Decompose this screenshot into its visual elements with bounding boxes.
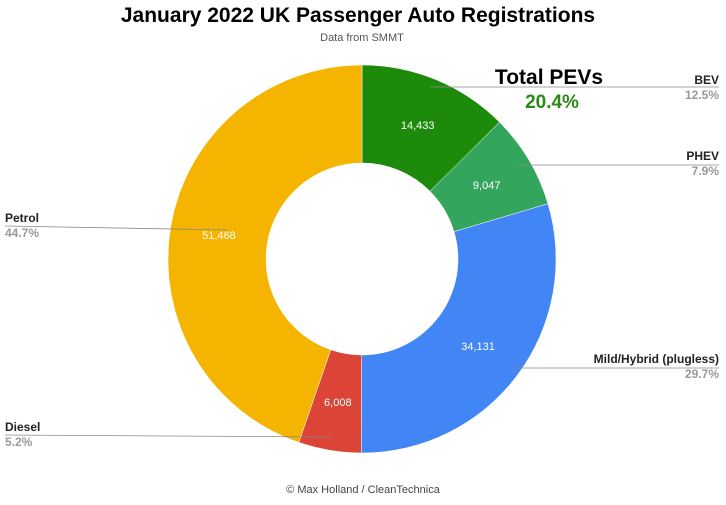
slice-value-label-diesel: 6,008 [324,397,352,409]
slices-group [167,64,557,454]
category-label-petrol: Petrol [5,211,39,225]
category-percent-mild-hybrid-plugless: 29.7% [685,367,719,381]
slice-value-label-bev: 14,433 [401,120,435,132]
leader-lines-group [4,86,719,438]
category-percent-diesel: 5.2% [5,435,33,449]
leader-line-diesel [4,434,332,438]
footer-credit: © Max Holland / CleanTechnica [286,484,441,496]
category-percent-petrol: 44.7% [5,226,39,240]
slice-mild-hybrid-plugless [361,203,557,454]
slice-labels-group: 14,433 9,047 34,131 6,008 51,468 [202,120,500,409]
pev-total-label: Total PEVs [495,66,603,89]
category-label-phev: PHEV [686,149,719,163]
slice-value-label-phev: 9,047 [473,180,501,192]
category-label-bev: BEV [694,73,719,87]
chart-title: January 2022 UK Passenger Auto Registrat… [121,4,595,27]
category-label-diesel: Diesel [5,420,40,434]
slice-value-label-mild-hybrid-plugless: 34,131 [461,341,495,353]
category-label-mild-hybrid-plugless: Mild/Hybrid (plugless) [594,352,719,366]
slice-value-label-petrol: 51,468 [202,230,236,242]
chart-subtitle: Data from SMMT [320,32,404,44]
pev-total-value: 20.4% [525,92,579,113]
leader-line-petrol [4,225,229,231]
category-percent-phev: 7.9% [692,164,720,178]
category-percent-bev: 12.5% [685,88,719,102]
